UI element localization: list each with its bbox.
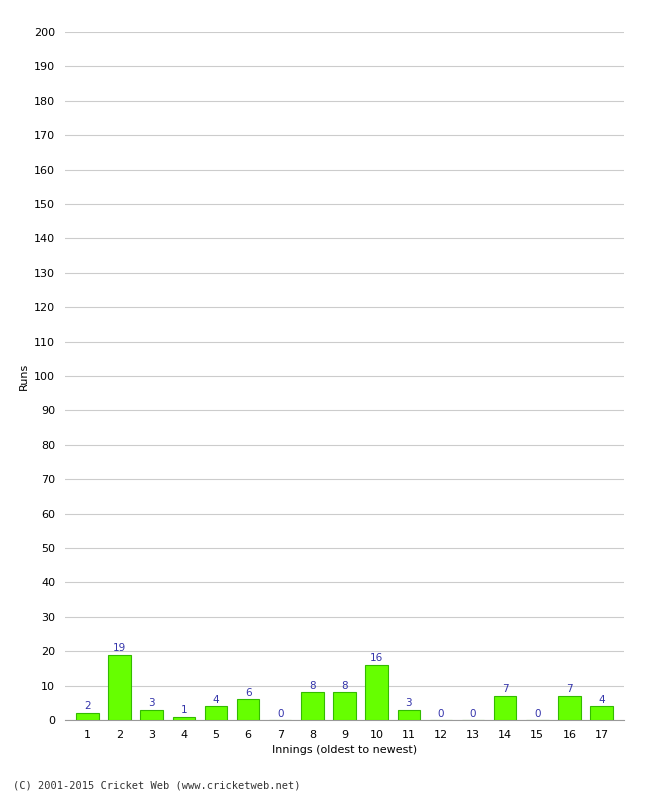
Text: 16: 16	[370, 654, 384, 663]
Text: 1: 1	[181, 705, 187, 715]
Bar	[140, 710, 163, 720]
Text: 2: 2	[84, 702, 91, 711]
Text: 3: 3	[406, 698, 412, 708]
X-axis label: Innings (oldest to newest): Innings (oldest to newest)	[272, 746, 417, 755]
Bar	[558, 696, 580, 720]
Text: 0: 0	[470, 709, 476, 718]
Bar	[76, 713, 99, 720]
Text: 8: 8	[341, 681, 348, 690]
Text: 7: 7	[566, 684, 573, 694]
Text: (C) 2001-2015 Cricket Web (www.cricketweb.net): (C) 2001-2015 Cricket Web (www.cricketwe…	[13, 781, 300, 790]
Text: 6: 6	[245, 688, 252, 698]
Bar	[301, 693, 324, 720]
Bar	[237, 699, 259, 720]
Bar	[590, 706, 613, 720]
Text: 3: 3	[148, 698, 155, 708]
Bar	[494, 696, 516, 720]
Text: 0: 0	[277, 709, 283, 718]
Bar	[173, 717, 195, 720]
Text: 8: 8	[309, 681, 316, 690]
Text: 19: 19	[113, 643, 126, 653]
Text: 0: 0	[534, 709, 541, 718]
Bar	[398, 710, 420, 720]
Y-axis label: Runs: Runs	[19, 362, 29, 390]
Bar	[333, 693, 356, 720]
Bar	[205, 706, 228, 720]
Text: 7: 7	[502, 684, 508, 694]
Text: 4: 4	[213, 694, 219, 705]
Bar	[109, 654, 131, 720]
Text: 0: 0	[437, 709, 444, 718]
Bar	[365, 665, 388, 720]
Text: 4: 4	[598, 694, 604, 705]
